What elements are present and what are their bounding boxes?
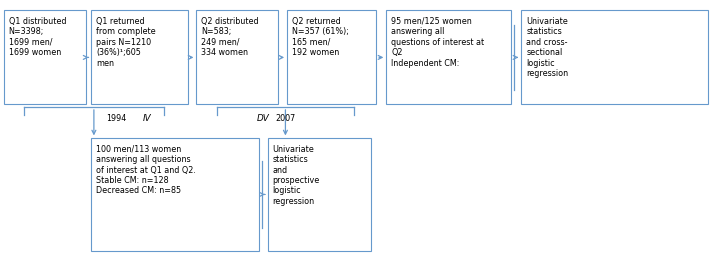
Text: IV: IV	[143, 114, 151, 123]
Text: 1994: 1994	[106, 114, 126, 123]
Text: Univariate
statistics
and cross-
sectional
logistic
regression: Univariate statistics and cross- section…	[526, 17, 568, 78]
FancyBboxPatch shape	[91, 10, 188, 104]
Text: Q2 returned
N=357 (61%);
165 men/
192 women: Q2 returned N=357 (61%); 165 men/ 192 wo…	[292, 17, 349, 57]
Text: Univariate
statistics
and
prospective
logistic
regression: Univariate statistics and prospective lo…	[273, 145, 320, 206]
Text: 2007: 2007	[275, 114, 295, 123]
FancyBboxPatch shape	[287, 10, 376, 104]
Text: 95 men/125 women
answering all
questions of interest at
Q2
Independent CM:: 95 men/125 women answering all questions…	[391, 17, 484, 68]
FancyBboxPatch shape	[268, 138, 371, 251]
FancyBboxPatch shape	[386, 10, 511, 104]
FancyBboxPatch shape	[4, 10, 86, 104]
FancyBboxPatch shape	[91, 138, 259, 251]
FancyBboxPatch shape	[521, 10, 708, 104]
Text: Q1 returned
from complete
pairs N=1210
(36%)¹;605
men: Q1 returned from complete pairs N=1210 (…	[96, 17, 156, 68]
Text: DV: DV	[257, 114, 270, 123]
Text: Q2 distributed
N=583;
249 men/
334 women: Q2 distributed N=583; 249 men/ 334 women	[201, 17, 259, 57]
Text: 100 men/113 women
answering all questions
of interest at Q1 and Q2.
Stable CM: n: 100 men/113 women answering all question…	[96, 145, 196, 195]
FancyBboxPatch shape	[196, 10, 278, 104]
Text: Q1 distributed
N=3398;
1699 men/
1699 women: Q1 distributed N=3398; 1699 men/ 1699 wo…	[9, 17, 66, 57]
